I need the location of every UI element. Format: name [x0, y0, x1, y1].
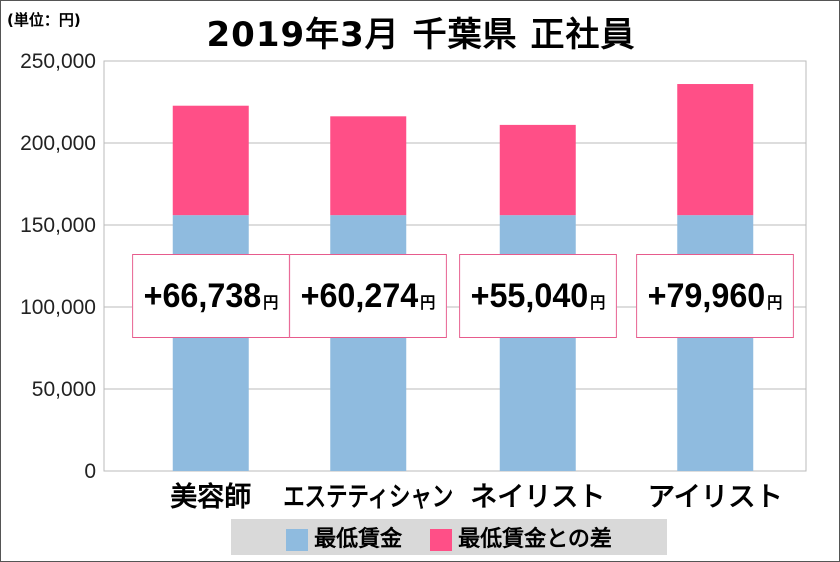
data-label-unit: 円	[420, 295, 436, 312]
data-label-unit: 円	[767, 295, 783, 312]
data-label-unit: 円	[262, 295, 279, 312]
x-category-label: エステティシャン	[283, 482, 453, 513]
y-tick-label: 150,000	[20, 214, 96, 237]
x-category-label: アイリスト	[648, 482, 783, 513]
legend-item-difference: 最低賃金との差	[430, 521, 612, 553]
x-category-label: ネイリスト	[470, 482, 605, 513]
data-label-value: +79,960	[647, 276, 766, 315]
x-category-label: 美容師	[170, 481, 251, 513]
data-label-value: +66,738	[143, 276, 262, 315]
y-tick-label: 200,000	[20, 132, 96, 155]
data-label: +79,960 円	[636, 254, 795, 338]
bar-difference	[330, 116, 407, 216]
y-tick-label: 100,000	[20, 296, 96, 319]
data-label-unit: 円	[589, 295, 606, 312]
data-label-value: +55,040	[470, 276, 589, 315]
legend-swatch	[286, 529, 309, 551]
data-label: +66,738 円	[131, 254, 290, 338]
data-label: +55,040 円	[458, 254, 617, 338]
y-tick-label: 250,000	[20, 50, 96, 73]
legend-item-min-wage: 最低賃金	[286, 521, 402, 553]
chart-title: 2019年3月 千葉県 正社員	[206, 15, 636, 55]
plot-border	[103, 60, 807, 472]
data-label-value: +60,274	[300, 276, 419, 315]
data-label: +60,274 円	[289, 254, 448, 338]
bar-difference	[677, 84, 754, 216]
bar-difference	[172, 105, 249, 216]
legend: 最低賃金 最低賃金との差	[231, 519, 667, 555]
y-tick-label: 0	[84, 460, 96, 483]
bar-difference	[499, 124, 576, 216]
legend-swatch	[430, 529, 453, 551]
unit-label: (単位：円)	[7, 11, 81, 29]
y-tick-label: 50,000	[32, 378, 96, 401]
